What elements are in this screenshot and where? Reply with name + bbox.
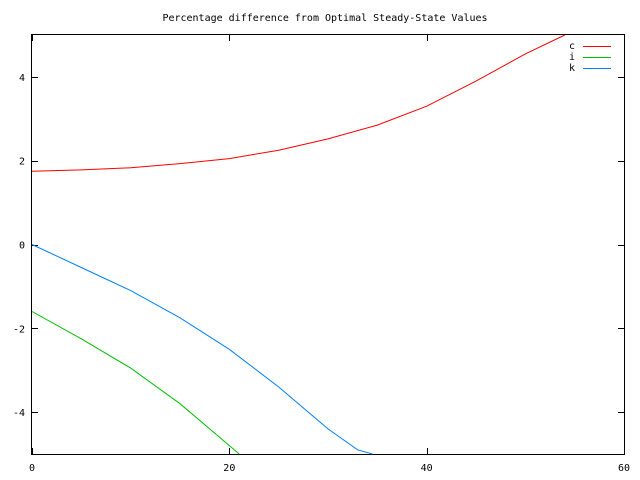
legend: cik: [569, 41, 611, 74]
x-tick-label: 40: [421, 463, 433, 474]
legend-label-c: c: [569, 41, 575, 52]
series-line-k: [31, 244, 373, 455]
y-tick-label: 0: [19, 241, 25, 252]
x-tick-label: 20: [223, 463, 235, 474]
y-tick-label: -2: [13, 324, 25, 335]
legend-label-k: k: [569, 63, 575, 74]
x-tick-label: 60: [618, 463, 630, 474]
series-lines: [31, 34, 566, 455]
chart-title: Percentage difference from Optimal Stead…: [162, 13, 487, 24]
legend-label-i: i: [569, 52, 575, 63]
axis-ticks: 0 20 40 60 -4 -2 0 2 4: [13, 35, 630, 474]
plot-frame: [31, 34, 625, 455]
y-tick-label: 4: [19, 73, 25, 84]
y-tick-label: -4: [13, 408, 25, 419]
x-tick-label: 0: [29, 463, 35, 474]
series-line-i: [31, 311, 240, 455]
y-tick-label: 2: [19, 157, 25, 168]
series-line-c: [31, 34, 566, 172]
